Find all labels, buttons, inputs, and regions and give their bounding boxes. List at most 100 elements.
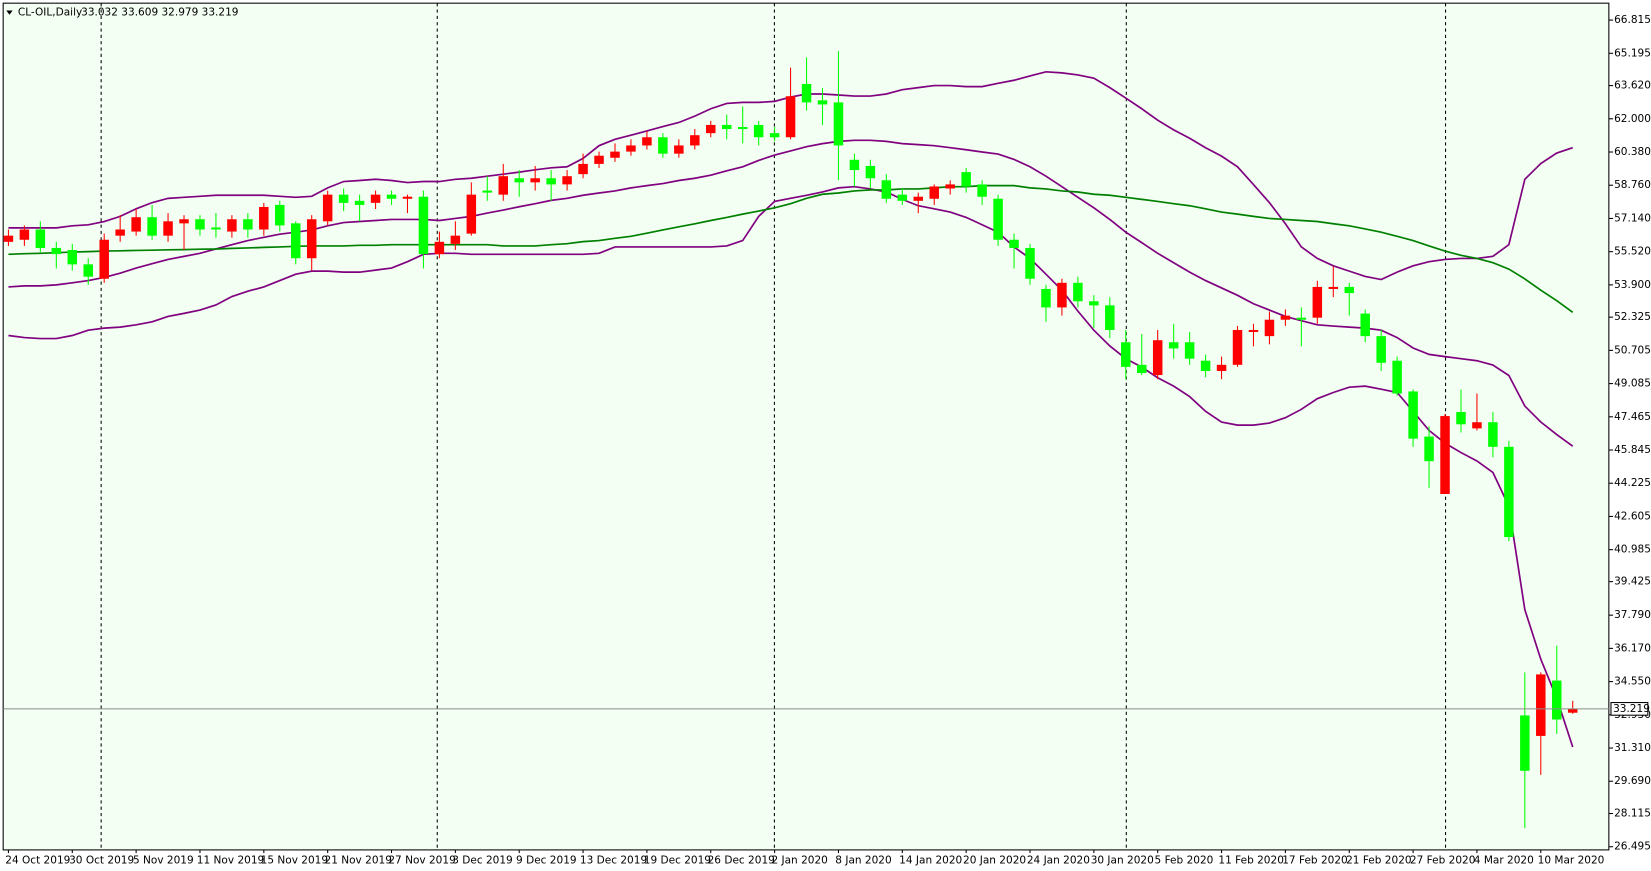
- y-tick-label: 65.195: [1614, 47, 1651, 59]
- candle-body: [737, 126, 748, 130]
- candle-body: [562, 176, 572, 185]
- x-tick-label: 19 Dec 2019: [644, 854, 711, 866]
- candle-body: [131, 217, 141, 232]
- y-tick-label: 44.225: [1614, 477, 1651, 489]
- candle-body: [785, 96, 796, 138]
- indicator-line: [8, 185, 1574, 748]
- candle-body: [450, 235, 461, 244]
- candle-body: [482, 190, 493, 193]
- candle-body: [594, 155, 604, 164]
- candle-body: [1567, 708, 1578, 713]
- indicator-line: [8, 184, 1574, 314]
- y-tick-label: 37.790: [1614, 609, 1651, 621]
- x-tick-label: 24 Oct 2019: [5, 854, 70, 866]
- candle-body: [354, 200, 365, 205]
- candle-body: [51, 247, 62, 255]
- candle-body: [1536, 674, 1546, 736]
- plot-layer: [3, 51, 1578, 829]
- candle-body: [721, 124, 732, 130]
- y-tick-label: 57.140: [1614, 212, 1651, 224]
- candle-body: [147, 217, 157, 236]
- y-tick-label: 42.605: [1614, 510, 1651, 522]
- candle-body: [642, 137, 652, 146]
- candle-body: [466, 194, 477, 234]
- candle-body: [977, 184, 987, 197]
- candle-body: [67, 250, 78, 265]
- x-tick-label: 30 Jan 2020: [1091, 854, 1154, 866]
- x-tick-label: 15 Nov 2019: [261, 854, 328, 866]
- x-tick-label: 13 Dec 2019: [580, 854, 647, 866]
- x-tick-label: 4 Mar 2020: [1474, 854, 1534, 866]
- candle-body: [961, 172, 971, 187]
- candle-body: [1009, 239, 1019, 248]
- candle-body: [163, 221, 173, 236]
- y-tick-label: 50.705: [1614, 344, 1651, 356]
- candle-body: [1520, 715, 1530, 771]
- y-tick-label: 28.115: [1614, 808, 1651, 820]
- candle-body: [1312, 286, 1323, 318]
- y-tick-label: 66.815: [1614, 14, 1651, 26]
- y-tick-label: 47.465: [1614, 411, 1651, 423]
- candle-body: [1136, 364, 1147, 374]
- y-tick-label: 62.000: [1614, 113, 1651, 125]
- candle-body: [1041, 288, 1051, 308]
- candle-body: [227, 219, 237, 232]
- x-tick-label: 17 Feb 2020: [1282, 854, 1348, 866]
- candle-body: [1232, 329, 1243, 365]
- candle-body: [402, 196, 413, 199]
- candle-body: [386, 194, 397, 199]
- candle-body: [115, 229, 125, 236]
- x-tick-label: 8 Jan 2020: [835, 854, 891, 866]
- candle-body: [338, 194, 349, 203]
- candle-body: [626, 145, 636, 152]
- candle-body: [306, 219, 317, 259]
- candle-body: [833, 102, 844, 146]
- x-tick-label: 20 Jan 2020: [963, 854, 1026, 866]
- x-tick-label: 27 Nov 2019: [388, 854, 455, 866]
- candle-body: [1105, 305, 1115, 330]
- candle-body: [498, 176, 508, 195]
- chart-title: CL-OIL,Daily: [18, 7, 82, 19]
- candle-body: [690, 135, 700, 146]
- price-label-box: [1610, 702, 1649, 716]
- x-tick-label: 26 Dec 2019: [708, 854, 775, 866]
- candle-body: [19, 229, 30, 240]
- candle-body: [993, 198, 1003, 240]
- x-tick-label: 11 Nov 2019: [197, 854, 264, 866]
- candle-body: [1488, 422, 1498, 447]
- candle-body: [706, 124, 716, 134]
- candle-body: [1424, 436, 1434, 462]
- candle-body: [1073, 282, 1083, 302]
- candle-body: [1360, 313, 1370, 337]
- y-tick-label: 53.900: [1614, 279, 1651, 291]
- x-tick-label: 27 Feb 2020: [1410, 854, 1476, 866]
- candle-body: [658, 137, 668, 154]
- x-tick-label: 9 Dec 2019: [516, 854, 577, 866]
- candle-body: [1168, 342, 1179, 349]
- candle-body: [1392, 360, 1402, 394]
- candle-body: [1248, 329, 1259, 333]
- candle-body: [35, 229, 46, 248]
- x-tick-label: 5 Feb 2020: [1155, 854, 1214, 866]
- x-tick-label: 14 Jan 2020: [899, 854, 962, 866]
- candle-body: [929, 186, 939, 199]
- candle-body: [83, 264, 93, 277]
- y-tick-label: 60.380: [1614, 146, 1651, 158]
- candle-body: [945, 184, 955, 189]
- candle-body: [275, 204, 285, 226]
- candle-body: [1472, 422, 1482, 429]
- candle-body: [530, 178, 540, 183]
- candle-body: [578, 163, 588, 175]
- x-tick-label: 24 Jan 2020: [1027, 854, 1090, 866]
- candle-body: [1280, 315, 1291, 320]
- price-label: 33.219: [1613, 703, 1650, 715]
- y-tick-label: 39.425: [1614, 576, 1651, 588]
- y-tick-label: 26.495: [1614, 841, 1651, 853]
- candle-body: [179, 219, 189, 224]
- candle-body: [195, 219, 205, 230]
- x-tick-label: 5 Nov 2019: [133, 854, 194, 866]
- y-tick-label: 31.310: [1614, 742, 1651, 754]
- candle-body: [1200, 360, 1211, 371]
- candle-body: [3, 235, 14, 242]
- candle-body: [1440, 416, 1450, 494]
